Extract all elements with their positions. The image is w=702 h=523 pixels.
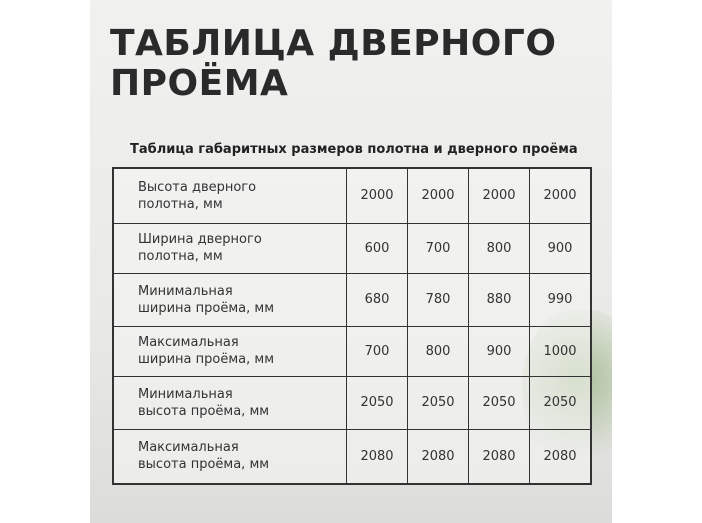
cell-value: 2000 [407, 167, 469, 224]
cell-value: 700 [346, 325, 408, 377]
title-line: ТАБЛИЦА ДВЕРНОГО [110, 23, 557, 64]
cell-value: 2050 [468, 375, 530, 430]
cell-value: 880 [468, 272, 530, 327]
table-row: Высота дверного полотна, мм 2000 2000 2000 20… [112, 167, 592, 224]
row-label-line: Высота дверного [138, 179, 257, 195]
table-body: Высота дверного полотна, мм 2000 2000 2000 20… [112, 167, 592, 485]
row-label: Высота дверного полотна, мм [112, 167, 347, 224]
row-label: Ширина дверного полотна, мм [112, 222, 347, 274]
table-row: Максимальная высота проёма, мм 2080 2080 208… [112, 428, 592, 485]
cell-value: 2080 [407, 428, 469, 485]
cell-value: 990 [529, 272, 592, 327]
title: ТАБЛИЦА ДВЕРНОГО ПРОЁМА [110, 24, 556, 104]
cell-value: 2000 [529, 167, 592, 224]
cell-value: 600 [346, 222, 408, 274]
background-panel: ТАБЛИЦА ДВЕРНОГО ПРОЁМА Таблица габаритн… [90, 0, 612, 523]
row-label-line: полотна, мм [138, 196, 223, 212]
cell-value: 2000 [468, 167, 530, 224]
row-label: Максимальная высота проёма, мм [112, 428, 347, 485]
row-label-line: Минимальная [138, 283, 233, 299]
cell-value: 2080 [468, 428, 530, 485]
row-label-line: ширина проёма, мм [138, 352, 274, 367]
cell-value: 2080 [529, 428, 592, 485]
title-line: ПРОЁМА [110, 63, 289, 104]
table-row: Максимальная ширина проёма, мм 700 800 900 10… [112, 325, 592, 377]
row-label-line: полотна, мм [138, 249, 223, 264]
cell-value: 800 [468, 222, 530, 274]
row-label: Максимальная ширина проёма, мм [112, 325, 347, 377]
cell-value: 2050 [529, 375, 592, 430]
row-label: Минимальная высота проёма, мм [112, 375, 347, 430]
cell-value: 2050 [346, 375, 408, 430]
table-row: Минимальная ширина проёма, мм 680 780 880 990 [112, 272, 592, 327]
cell-value: 900 [468, 325, 530, 377]
cell-value: 780 [407, 272, 469, 327]
table-row: Минимальная высота проёма, мм 2050 2050 2050… [112, 375, 592, 430]
row-label-line: высота проёма, мм [138, 457, 270, 473]
row-label-line: Максимальная [138, 335, 239, 350]
cell-value: 2080 [346, 428, 408, 485]
cell-value: 680 [346, 272, 408, 327]
table-row: Ширина дверного полотна, мм 600 700 800 900 [112, 222, 592, 274]
size-table: Высота дверного полотна, мм 2000 2000 2000 20… [112, 167, 592, 485]
cell-value: 900 [529, 222, 592, 274]
cell-value: 700 [407, 222, 469, 274]
row-label-line: ширина проёма, мм [138, 300, 274, 316]
row-label: Минимальная ширина проёма, мм [112, 272, 347, 327]
row-label-line: Минимальная [138, 386, 233, 402]
row-label-line: высота проёма, мм [138, 403, 270, 419]
subtitle: Таблица габаритных размеров полотна и дв… [130, 142, 578, 157]
cell-value: 2050 [407, 375, 469, 430]
cell-value: 1000 [529, 325, 592, 377]
cell-value: 2000 [346, 167, 408, 224]
row-label-line: Максимальная [138, 440, 239, 456]
row-label-line: Ширина дверного [138, 232, 262, 247]
cell-value: 800 [407, 325, 469, 377]
